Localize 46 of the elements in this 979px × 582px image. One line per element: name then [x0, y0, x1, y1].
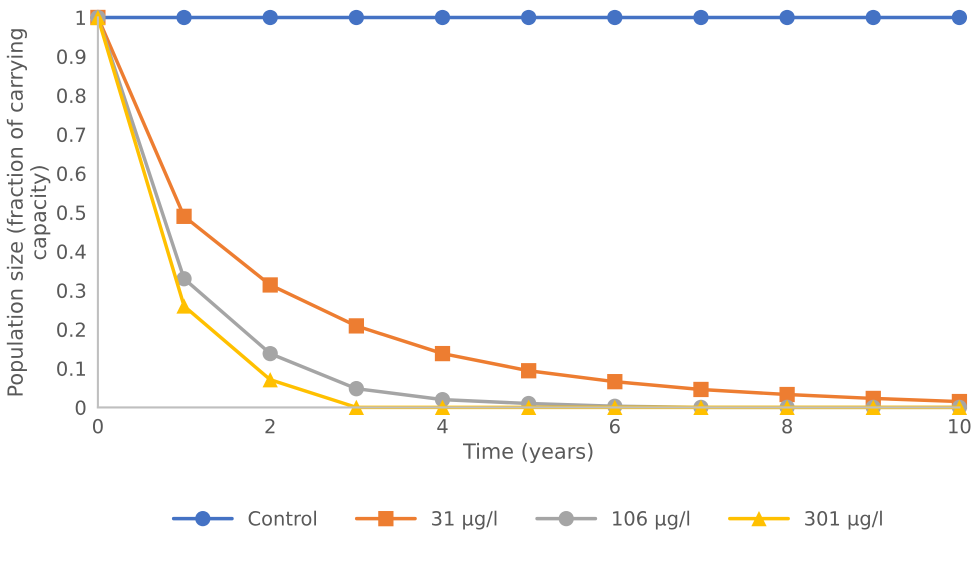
x-tick-label: 2 [265, 418, 274, 434]
y-tick-label: 0.5 [57, 205, 86, 220]
y-tick-label: 0.9 [57, 49, 86, 64]
point [607, 10, 622, 26]
point [952, 10, 968, 26]
y-tick-label: 0 [76, 400, 86, 416]
legend-label: 301 µg/l [805, 510, 882, 530]
legend-label: 106 µg/l [613, 510, 690, 530]
x-axis-title: Time (years) [463, 442, 592, 464]
point [262, 346, 278, 362]
point [521, 363, 536, 378]
point [176, 208, 192, 224]
y-tick-label: 0.4 [57, 244, 86, 260]
point [434, 10, 450, 26]
point [348, 10, 364, 26]
point [262, 10, 278, 26]
point [176, 10, 192, 26]
y-tick-label: 0.6 [57, 166, 86, 182]
point [176, 298, 192, 314]
x-tick-label: 8 [782, 418, 792, 434]
legend-label: 31 µg/l [432, 510, 496, 530]
point [434, 346, 450, 362]
point [693, 10, 709, 26]
point [262, 277, 278, 293]
point [348, 381, 364, 396]
y-axis-title: Population size (fraction of carrying capacity) [6, 29, 50, 396]
x-tick-label: 10 [949, 418, 970, 434]
x-tick-label: 0 [92, 418, 103, 434]
point [607, 374, 622, 390]
y-tick-label: 0.7 [57, 127, 86, 142]
point [262, 372, 278, 388]
x-tick-label: 6 [610, 418, 620, 434]
point [866, 10, 881, 26]
y-tick-label: 1 [76, 10, 85, 25]
y-tick-label: 0.3 [57, 283, 86, 298]
y-tick-label: 0.2 [57, 322, 85, 338]
legend-label: Control [248, 510, 316, 526]
y-tick-label: 0.8 [57, 88, 86, 104]
point [521, 10, 536, 26]
point [693, 382, 709, 398]
point [348, 318, 364, 334]
point [779, 10, 795, 26]
y-tick-label: 0.1 [57, 361, 85, 376]
point [779, 386, 795, 402]
point [176, 271, 192, 286]
x-tick-label: 4 [437, 419, 448, 434]
